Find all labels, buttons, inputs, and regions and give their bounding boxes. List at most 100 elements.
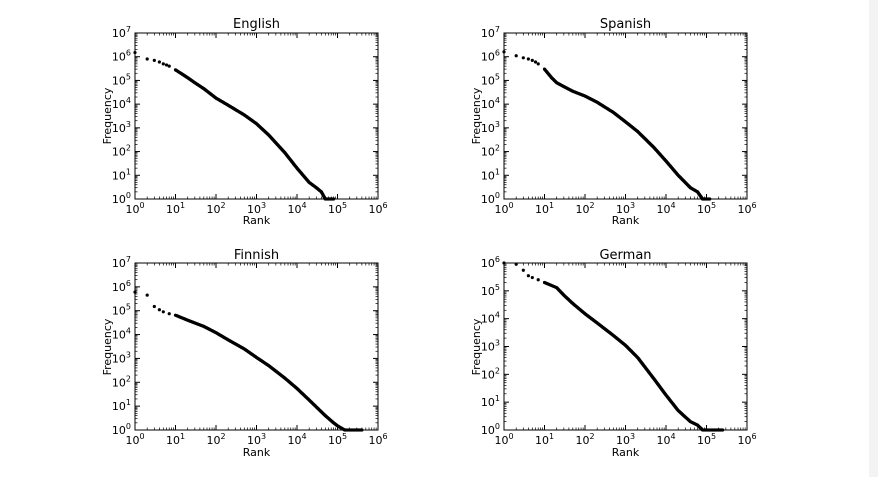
y-tick-label: 100 [481, 191, 500, 206]
x-tick-label: 103 [247, 201, 266, 216]
panel-german: German Rank Frequency 100 101 102 103 104 105… [470, 248, 757, 459]
data-point [145, 293, 149, 297]
data-point [152, 304, 156, 309]
y-tick-label: 107 [481, 25, 500, 40]
x-tick-label: 106 [368, 201, 387, 216]
y-axis-label: Frequency [470, 87, 483, 144]
y-tick-label: 107 [112, 25, 131, 40]
y-tick-label: 105 [481, 283, 500, 298]
right-edge-band [869, 0, 878, 477]
y-tick-label: 104 [112, 96, 131, 111]
data-point [133, 50, 137, 55]
data-point [526, 274, 530, 278]
x-tick-label: 100 [494, 432, 513, 447]
data-point [536, 62, 540, 66]
x-tick-label: 100 [494, 201, 513, 216]
data-points-group [133, 50, 336, 201]
x-tick-label: 104 [656, 432, 675, 447]
y-tick-label: 103 [112, 350, 131, 365]
data-point [533, 60, 538, 64]
data-point [161, 310, 165, 314]
y-axis-label: Frequency [101, 87, 114, 144]
data-point [133, 290, 137, 294]
ticks-group: 100 101 102 103 104 105 106 100 101 102 103 104 105 1… [112, 25, 388, 216]
x-tick-label: 102 [575, 432, 594, 447]
data-point [526, 57, 530, 61]
x-tick-label: 102 [575, 201, 594, 216]
y-tick-label: 105 [112, 303, 131, 318]
x-tick-label: 103 [616, 201, 635, 216]
ticks-group: 100 101 102 103 104 105 106 100 101 102 103 104 105 1… [112, 255, 388, 447]
x-tick-label: 101 [535, 432, 554, 447]
y-axis-label: Frequency [470, 318, 483, 375]
y-tick-label: 102 [112, 144, 131, 159]
data-point [530, 275, 534, 280]
x-axis-label: Rank [243, 446, 271, 459]
y-tick-label: 102 [481, 366, 500, 381]
data-point [521, 56, 525, 60]
data-point [514, 54, 518, 58]
y-tick-label: 101 [481, 167, 500, 182]
x-tick-label: 104 [287, 201, 306, 216]
y-tick-label: 101 [481, 394, 500, 409]
data-point-fill [331, 197, 335, 201]
y-tick-label: 101 [112, 398, 131, 413]
panel-title: Spanish [600, 17, 651, 32]
data-point [514, 262, 518, 266]
data-point [157, 60, 161, 64]
y-tick-label: 106 [481, 255, 500, 270]
data-points-group [133, 290, 364, 432]
panel-english: English Rank Frequency 100 101 102 103 104 10… [101, 17, 388, 227]
y-tick-label: 106 [481, 49, 500, 64]
x-axis-label: Rank [243, 214, 271, 227]
x-tick-label: 106 [737, 201, 756, 216]
ticks-group: 100 101 102 103 104 105 106 100 101 102 103 104 105 1… [481, 25, 757, 216]
y-tick-label: 100 [112, 422, 131, 437]
y-tick-label: 100 [481, 422, 500, 437]
data-point [167, 64, 171, 68]
x-tick-label: 106 [368, 432, 387, 447]
data-point [157, 308, 161, 312]
x-tick-label: 105 [697, 432, 716, 447]
x-tick-label: 100 [125, 201, 144, 216]
y-tick-label: 102 [112, 374, 131, 389]
data-point [152, 58, 156, 62]
y-axis-label: Frequency [101, 318, 114, 375]
x-tick-label: 102 [206, 432, 225, 447]
panel-title: English [233, 17, 280, 32]
y-tick-label: 103 [481, 339, 500, 354]
panel-title: Finnish [234, 248, 279, 263]
data-point-fill [707, 197, 711, 201]
y-tick-label: 105 [481, 72, 500, 87]
x-tick-label: 105 [697, 201, 716, 216]
y-tick-label: 103 [112, 120, 131, 135]
x-tick-label: 103 [616, 432, 635, 447]
x-tick-label: 106 [737, 432, 756, 447]
x-tick-label: 101 [166, 201, 185, 216]
y-tick-label: 104 [112, 327, 131, 342]
panel-spanish: Spanish Rank Frequency 100 101 102 103 104 10… [470, 17, 757, 227]
data-point-fill [720, 428, 724, 432]
y-tick-label: 105 [112, 72, 131, 87]
y-tick-label: 106 [112, 49, 131, 64]
y-tick-label: 103 [481, 120, 500, 135]
data-point-fill [359, 428, 363, 432]
y-tick-label: 101 [112, 167, 131, 182]
y-tick-label: 107 [112, 255, 131, 270]
data-points-group [502, 50, 712, 201]
data-point [521, 268, 525, 272]
x-tick-label: 101 [535, 201, 554, 216]
y-tick-label: 104 [481, 311, 500, 326]
x-tick-label: 105 [328, 201, 347, 216]
y-tick-label: 100 [112, 191, 131, 206]
x-tick-label: 105 [328, 432, 347, 447]
x-tick-label: 101 [166, 432, 185, 447]
data-point [161, 62, 165, 66]
x-tick-label: 100 [125, 432, 144, 447]
x-tick-label: 104 [287, 432, 306, 447]
panel-finnish: Finnish Rank Frequency 100 101 102 103 104 10… [101, 248, 388, 459]
data-point [164, 63, 169, 67]
x-tick-label: 103 [247, 432, 266, 447]
y-tick-label: 102 [481, 144, 500, 159]
